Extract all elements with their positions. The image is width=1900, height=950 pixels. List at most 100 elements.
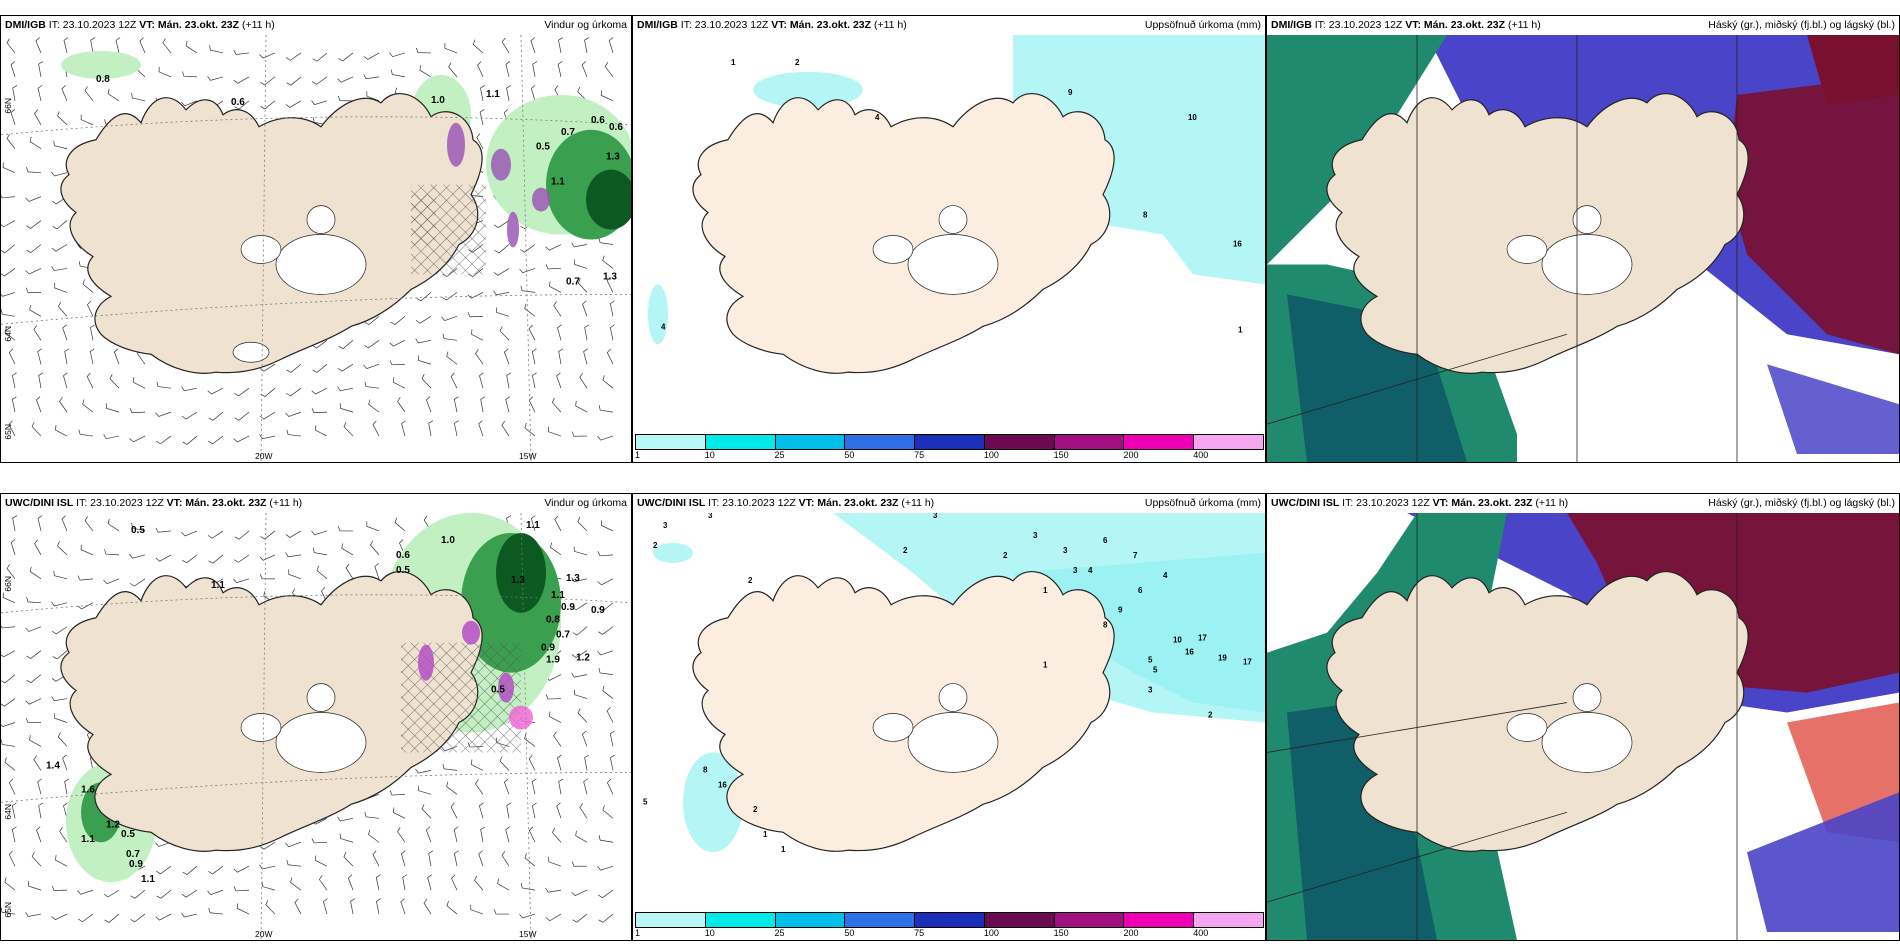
wind-barb xyxy=(551,397,562,413)
wind-barb xyxy=(288,569,302,580)
wind-barb xyxy=(285,841,302,848)
wind-barb xyxy=(503,778,510,795)
wind-barb xyxy=(2,592,16,604)
wind-barb xyxy=(553,731,562,747)
svg-text:1.1: 1.1 xyxy=(551,177,565,188)
wind-barb xyxy=(294,898,302,915)
wind-barb xyxy=(450,802,458,819)
svg-text:16: 16 xyxy=(718,780,727,789)
wind-barb xyxy=(393,377,406,389)
wind-barb xyxy=(389,360,406,366)
wind-barb xyxy=(315,425,328,437)
colorbar-tick: 10 xyxy=(704,928,715,938)
graticule xyxy=(1,35,631,462)
wind-barb xyxy=(1,674,16,684)
wind-barb xyxy=(181,889,198,898)
wind-barb xyxy=(155,527,172,533)
wind-barb xyxy=(312,76,328,85)
colorbar-tick: 25 xyxy=(774,928,785,938)
wind-barb xyxy=(389,790,406,796)
svg-text:1.1: 1.1 xyxy=(211,580,225,591)
wind-barb xyxy=(584,324,590,341)
wind-barb xyxy=(397,397,406,413)
wind-barb xyxy=(597,435,614,441)
wind-barb xyxy=(598,667,614,675)
wind-barb xyxy=(401,420,406,437)
wind-barb xyxy=(548,426,562,437)
wind-barb xyxy=(156,381,172,389)
wind-barb xyxy=(531,778,537,795)
svg-text:1: 1 xyxy=(731,58,736,67)
svg-text:3: 3 xyxy=(1063,546,1068,555)
svg-text:0.5: 0.5 xyxy=(121,829,135,840)
svg-text:1.9: 1.9 xyxy=(546,655,560,666)
wind-barb xyxy=(602,685,614,699)
svg-text:1.3: 1.3 xyxy=(511,575,525,586)
wind-barb xyxy=(376,898,381,915)
wind-barb xyxy=(505,396,510,413)
wind-barb xyxy=(337,526,354,532)
svg-text:0.5: 0.5 xyxy=(131,525,145,536)
wind-barb xyxy=(236,903,250,915)
init-time: IT: 23.10.2023 12Z xyxy=(680,19,769,31)
lon-label-20w: 20W xyxy=(255,451,273,461)
wind-barb xyxy=(338,340,354,350)
lead-time: (+11 h) xyxy=(1507,19,1541,31)
colorbar-swatch xyxy=(1053,912,1125,928)
wind-barb xyxy=(609,324,615,341)
wind-barb xyxy=(337,816,354,822)
wind-barb xyxy=(571,602,588,611)
snow-areas xyxy=(447,122,550,248)
wind-barb xyxy=(448,62,458,78)
wind-barb xyxy=(425,396,432,413)
wind-barb xyxy=(35,37,42,54)
wind-barb xyxy=(10,61,16,78)
wind-map-svg: 0.8 0.6 1.0 1.1 0.6 0.7 0.6 0.5 1.3 1.1 … xyxy=(1,35,631,462)
wind-barb xyxy=(478,802,484,819)
colorbar-tick: 400 xyxy=(1193,450,1209,460)
wind-barb xyxy=(604,62,614,78)
wind-barb xyxy=(1,292,16,297)
wind-barb xyxy=(33,325,42,341)
wind-barb xyxy=(548,856,562,867)
wind-barb xyxy=(8,420,16,437)
wind-barb xyxy=(77,889,94,895)
wind-barb xyxy=(571,431,588,437)
wind-barb xyxy=(207,387,224,395)
wind-barb xyxy=(265,900,276,915)
wind-barb xyxy=(558,348,564,365)
wind-barb xyxy=(103,578,120,585)
colorbar-swatch xyxy=(1123,912,1195,928)
wind-barb xyxy=(347,874,354,891)
precip-map-svg: 1 2 4 9 10 8 16 4 1 xyxy=(648,35,1265,374)
wind-barb xyxy=(573,259,588,269)
wind-barb xyxy=(551,827,562,843)
svg-text:17: 17 xyxy=(1198,634,1207,643)
svg-text:0.7: 0.7 xyxy=(556,630,570,641)
colorbar-swatch xyxy=(704,434,776,450)
wind-barb xyxy=(609,300,615,317)
wind-barb xyxy=(84,516,94,532)
wind-barb xyxy=(415,316,432,324)
wind-barb xyxy=(259,363,276,372)
svg-text:1.0: 1.0 xyxy=(431,95,445,106)
wind-barb xyxy=(259,52,276,59)
wind-barb xyxy=(133,377,146,389)
wind-barb xyxy=(602,375,614,389)
graticule xyxy=(1,513,631,940)
wind-barb xyxy=(51,696,68,702)
wind-barb xyxy=(575,400,588,413)
svg-text:0.5: 0.5 xyxy=(396,565,410,576)
wind-barb xyxy=(524,853,536,867)
cloud-map-svg xyxy=(1267,35,1899,462)
wind-barb xyxy=(528,826,536,843)
init-time: IT: 23.10.2023 12Z xyxy=(1342,497,1430,509)
wind-barb xyxy=(285,411,302,417)
wind-barb xyxy=(598,237,614,245)
wind-barb xyxy=(530,37,536,54)
wind-barb xyxy=(115,37,121,54)
wind-barb xyxy=(52,650,68,660)
wind-panel-uwc: UWC/DINI ISL IT: 23.10.2023 12Z VT: Mán.… xyxy=(0,493,632,941)
wind-barb xyxy=(600,90,614,102)
init-time: IT: 23.10.2023 12Z xyxy=(76,497,164,509)
